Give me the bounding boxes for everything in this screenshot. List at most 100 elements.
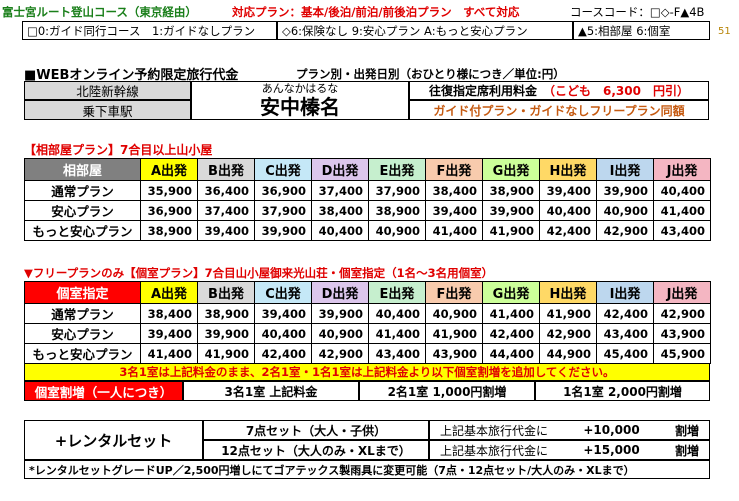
price-cell: 41,400: [140, 343, 198, 364]
price-cell: 41,900: [425, 323, 483, 344]
price-cell: 40,900: [311, 323, 369, 344]
rental-set-12: 12点セット（大人のみ・XLまで）: [203, 440, 429, 460]
price-cell: 45,900: [653, 343, 711, 364]
price-cell: 37,400: [197, 200, 255, 221]
col-header: H出発: [539, 158, 597, 181]
col-header: D出発: [311, 158, 369, 181]
rental-desc: 上記基本旅行代金に: [440, 423, 549, 438]
private-room-heading: ▼フリープランのみ【個室プラン】7合目山小屋御来光山荘・個室指定（1名～3名用個…: [24, 266, 494, 280]
option-insurance: ◇6:保険なし 9:安心プラン A:もっと安心プラン: [277, 21, 573, 40]
station-reading: あんなかはるな: [261, 81, 339, 95]
price-cell: 44,900: [539, 343, 597, 364]
col-header: E出発: [368, 158, 426, 181]
private-room-note: 3名1室は上記料金のまま、2名1室・1名1室は上記料金より以下個室割増を追加して…: [24, 363, 710, 381]
row-label: 通常プラン: [24, 303, 141, 324]
surcharge-double: 2名1室 1,000円割増: [359, 381, 535, 401]
price-cell: 41,400: [482, 303, 540, 324]
price-cell: 41,900: [539, 303, 597, 324]
price-cell: 41,900: [482, 220, 540, 241]
section-title: ■WEBオンライン予約限定旅行代金: [24, 68, 239, 83]
price-cell: 39,400: [539, 180, 597, 201]
section-subtitle: プラン別・出発日別（おひとり様につき／単位:円）: [296, 67, 565, 81]
price-cell: 40,400: [653, 180, 711, 201]
surcharge-label: 個室割増（一人につき）: [24, 381, 183, 401]
transport-station-label: 乗下車駅: [24, 100, 191, 120]
price-cell: 39,400: [425, 200, 483, 221]
col-header: E出発: [368, 281, 426, 304]
option-room: ▲5:相部屋 6:個室: [573, 21, 710, 40]
price-cell: 42,900: [596, 220, 654, 241]
price-cell: 40,900: [425, 303, 483, 324]
price-cell: 45,400: [596, 343, 654, 364]
price-cell: 38,400: [140, 303, 198, 324]
shared-header-row: 相部屋 A出発 B出発 C出発 D出発 E出発 F出発 G出発 H出発 I出発 …: [24, 158, 711, 181]
col-header: A出発: [140, 281, 198, 304]
price-cell: 39,900: [311, 303, 369, 324]
price-cell: 43,400: [596, 323, 654, 344]
rental-price-7: 上記基本旅行代金に +10,000 割増: [429, 420, 710, 440]
price-cell: 41,400: [425, 220, 483, 241]
page-number: 51: [718, 26, 731, 37]
rental-set-7: 7点セット（大人・子供）: [203, 420, 429, 440]
price-cell: 39,900: [482, 200, 540, 221]
rental-title: +レンタルセット: [24, 420, 203, 460]
table-row: 通常プラン 38,400 38,900 39,400 39,900 40,400…: [24, 303, 711, 324]
price-cell: 38,900: [482, 180, 540, 201]
price-cell: 35,900: [140, 180, 198, 201]
col-header: F出発: [425, 158, 483, 181]
price-cell: 42,400: [254, 343, 312, 364]
course-code: コースコード：□◇-F▲4B: [570, 5, 705, 19]
price-cell: 37,400: [311, 180, 369, 201]
plan-support-text: 対応プラン：基本/後泊/前泊/前後泊プラン すべて対応: [232, 5, 520, 19]
table-row: もっと安心プラン 38,900 39,400 39,900 40,400 40,…: [24, 220, 711, 241]
price-cell: 38,900: [140, 220, 198, 241]
price-cell: 39,900: [596, 180, 654, 201]
shared-room-table: 相部屋 A出発 B出発 C出発 D出発 E出発 F出発 G出発 H出発 I出発 …: [24, 158, 711, 241]
seat-fee-box: 往復指定席利用料金 （こども 6,300 円引）: [409, 81, 709, 100]
price-cell: 36,400: [197, 180, 255, 201]
price-cell: 40,400: [311, 220, 369, 241]
table-row: 安心プラン 39,400 39,900 40,400 40,900 41,400…: [24, 323, 711, 344]
price-cell: 39,400: [254, 303, 312, 324]
price-cell: 41,400: [653, 200, 711, 221]
col-header: J出発: [653, 281, 711, 304]
table-row: 通常プラン 35,900 36,400 36,900 37,400 37,900…: [24, 180, 711, 201]
price-cell: 37,900: [254, 200, 312, 221]
col-header: C出発: [254, 281, 312, 304]
price-cell: 38,400: [425, 180, 483, 201]
price-cell: 41,400: [368, 323, 426, 344]
col-header: F出発: [425, 281, 483, 304]
col-header: I出発: [596, 281, 654, 304]
row-label: もっと安心プラン: [24, 343, 141, 364]
rental-amount: +15,000: [583, 443, 640, 457]
price-cell: 42,400: [596, 303, 654, 324]
col-header: B出発: [197, 281, 255, 304]
seat-fee-label: 往復指定席利用料金: [429, 84, 538, 98]
price-cell: 38,900: [368, 200, 426, 221]
col-header: C出発: [254, 158, 312, 181]
price-cell: 43,900: [425, 343, 483, 364]
price-cell: 41,900: [197, 343, 255, 364]
surcharge-triple: 3名1室 上記料金: [183, 381, 359, 401]
price-cell: 40,400: [368, 303, 426, 324]
table-row: もっと安心プラン 41,400 41,900 42,400 42,900 43,…: [24, 343, 711, 364]
price-cell: 38,400: [311, 200, 369, 221]
col-header: G出発: [482, 158, 540, 181]
price-cell: 40,400: [539, 200, 597, 221]
row-label: 通常プラン: [24, 180, 141, 201]
price-cell: 40,400: [254, 323, 312, 344]
child-fee-discount: （こども 6,300 円引）: [543, 84, 689, 98]
station-name-box: あんなかはるな 安中榛名: [191, 81, 409, 120]
price-cell: 42,900: [653, 303, 711, 324]
private-corner-label: 個室指定: [24, 281, 141, 304]
rental-footnote: *レンタルセットグレードUP／2,500円増しにてゴアテックス製雨具に変更可能（…: [24, 460, 710, 479]
same-price-note: ガイド付プラン・ガイドなしフリープラン同額: [409, 100, 709, 120]
surcharge-single: 1名1室 2,000円割増: [535, 381, 710, 401]
price-cell: 40,900: [368, 220, 426, 241]
station-name: 安中榛名: [260, 94, 340, 119]
price-cell: 44,400: [482, 343, 540, 364]
col-header: D出発: [311, 281, 369, 304]
price-cell: 43,400: [653, 220, 711, 241]
price-cell: 43,400: [368, 343, 426, 364]
price-cell: 40,900: [596, 200, 654, 221]
